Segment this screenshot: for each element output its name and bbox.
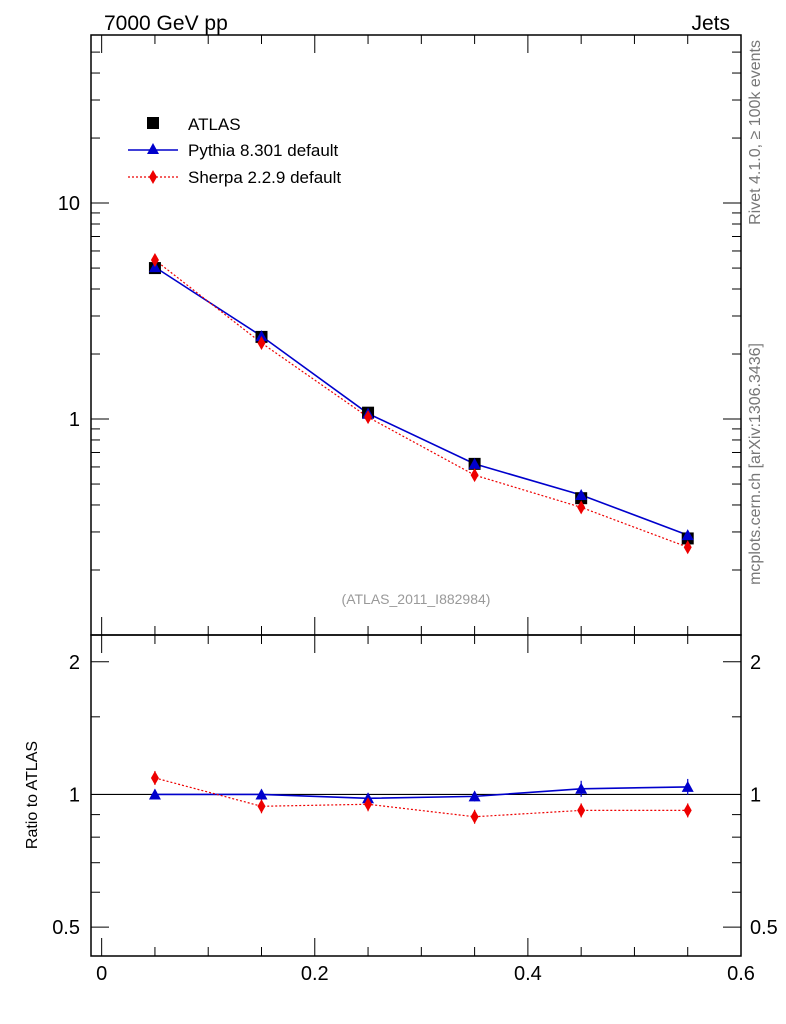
- pythia-ratio-point: [255, 788, 268, 800]
- pythia-ratio-point: [468, 790, 481, 802]
- sherpa-main-point: [683, 540, 692, 555]
- sherpa-ratio-point: [470, 809, 479, 824]
- rivet-version-label: Rivet 4.1.0, ≥ 100k events: [747, 40, 764, 225]
- pythia-ratio-point: [681, 780, 694, 792]
- y-tick-label-ratio-0.5: 0.5: [52, 917, 80, 939]
- pythia-ratio-line: [154, 786, 688, 800]
- y-tick-label-main-1: 1: [69, 409, 80, 431]
- pythia-main-point: [255, 330, 268, 342]
- legend-pythia-marker: [147, 143, 159, 154]
- legend-atlas-marker: [147, 117, 159, 129]
- sherpa-ratio-point: [257, 799, 266, 814]
- pythia-main-point: [575, 488, 588, 500]
- y-tick-label-ratio-2: 2: [69, 652, 80, 674]
- sherpa-main-point: [150, 252, 159, 267]
- x-axis: [101, 35, 742, 956]
- sherpa-ratio-line: [154, 777, 688, 818]
- x-tick-label-0.6: 0.6: [727, 963, 755, 985]
- sherpa-main-point: [470, 468, 479, 483]
- sherpa-ratio-point: [150, 770, 159, 785]
- sherpa-ratio-point: [577, 803, 586, 818]
- ratio-panel-frame: [90, 634, 742, 957]
- legend-sherpa-label: Sherpa 2.2.9 default: [188, 168, 341, 187]
- legend: ATLAS Pythia 8.301 default Sherpa 2.2.9 …: [128, 115, 341, 187]
- sherpa-main-point: [364, 410, 373, 425]
- sherpa-main-point: [257, 335, 266, 350]
- sherpa-ratio-point: [683, 803, 692, 818]
- y-tick-label-main-10: 10: [58, 193, 80, 215]
- sherpa-main-line: [154, 259, 688, 548]
- y-tick-label-ratio-1: 1: [69, 784, 80, 806]
- pythia-ratio-point: [148, 788, 161, 800]
- pythia-main-point: [681, 529, 694, 541]
- legend-atlas-label: ATLAS: [188, 115, 241, 134]
- y-tick-label-ratio-right-2: 2: [750, 652, 761, 674]
- x-tick-label-0.4: 0.4: [514, 963, 542, 985]
- sherpa-main-point: [577, 500, 586, 515]
- sherpa-ratio-point: [364, 797, 373, 812]
- y-tick-label-ratio-right-1: 1: [750, 784, 761, 806]
- main-panel-axis: [91, 34, 741, 636]
- main-panel-series: [148, 252, 694, 555]
- x-tick-label-0: 0: [96, 963, 107, 985]
- analysis-tag: (ATLAS_2011_I882984): [342, 591, 491, 607]
- pythia-ratio-point: [575, 782, 588, 794]
- header-left-title: 7000 GeV pp: [104, 12, 228, 35]
- x-tick-label-0.2: 0.2: [301, 963, 329, 985]
- ratio-ylabel: Ratio to ATLAS: [24, 741, 41, 849]
- legend-pythia-label: Pythia 8.301 default: [188, 141, 339, 160]
- pythia-main-point: [468, 457, 481, 469]
- pythia-main-line: [154, 266, 689, 536]
- y-tick-label-ratio-right-0.5: 0.5: [750, 917, 778, 939]
- mcplots-reference-label: mcplots.cern.ch [arXiv:1306.3436]: [747, 343, 764, 585]
- ratio-panel-series: [148, 770, 694, 824]
- legend-sherpa-marker: [149, 170, 157, 184]
- header-right-title: Jets: [691, 12, 730, 35]
